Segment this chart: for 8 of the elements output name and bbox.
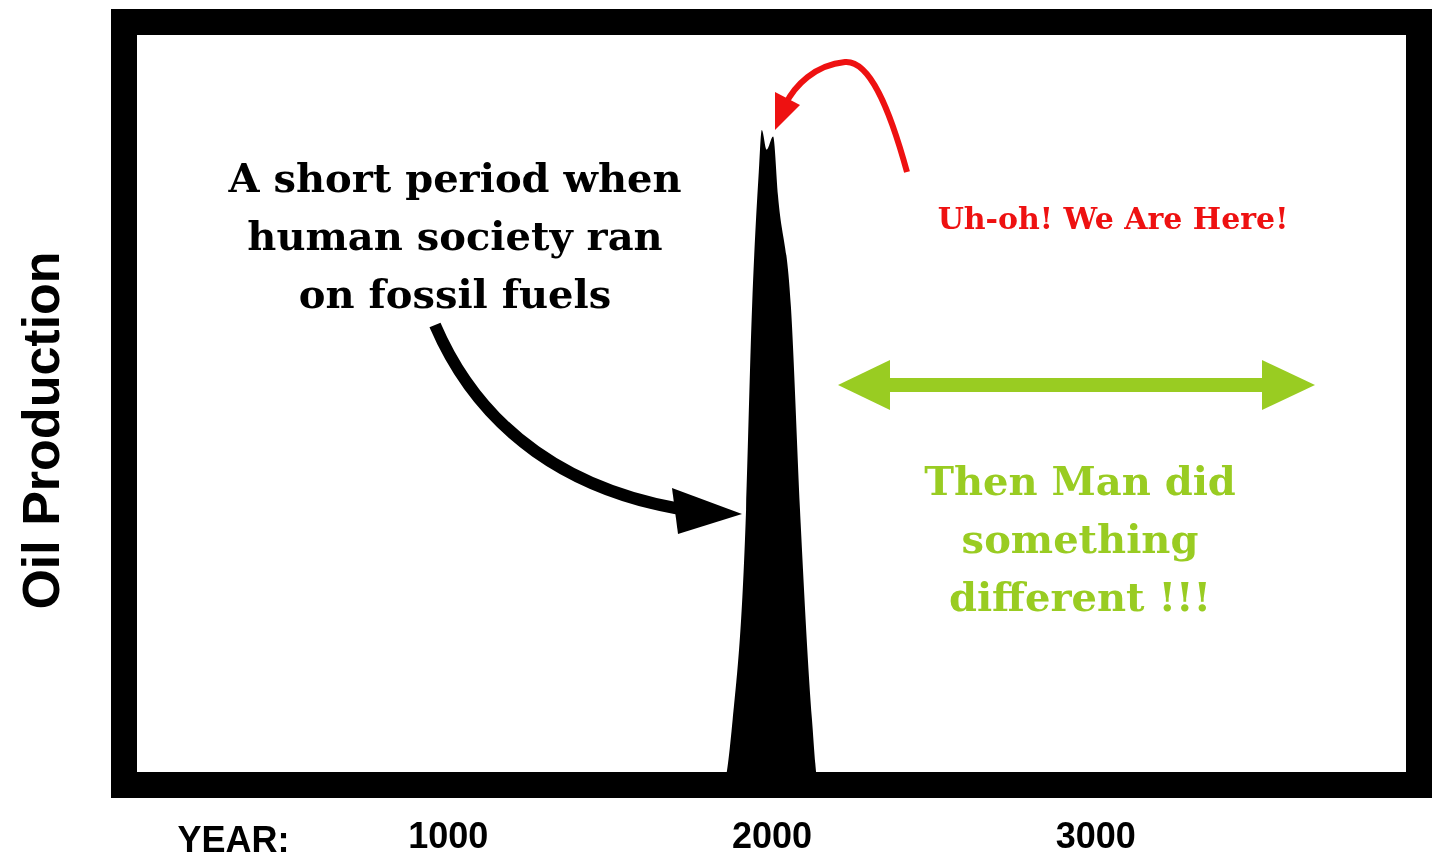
annotation: Then Man did something different !!! [924,457,1236,620]
x-tick-label: 3000 [1055,814,1136,856]
annotation: Uh-oh! We Are Here! [937,201,1289,236]
y-axis-title: Oil Production [11,251,70,610]
annotation: A short period when human society ran on fossil fuels [227,154,682,317]
x-tick-label: 2000 [731,814,813,856]
x-axis-title: YEAR: [177,818,290,860]
x-tick-label: 1000 [408,814,489,856]
